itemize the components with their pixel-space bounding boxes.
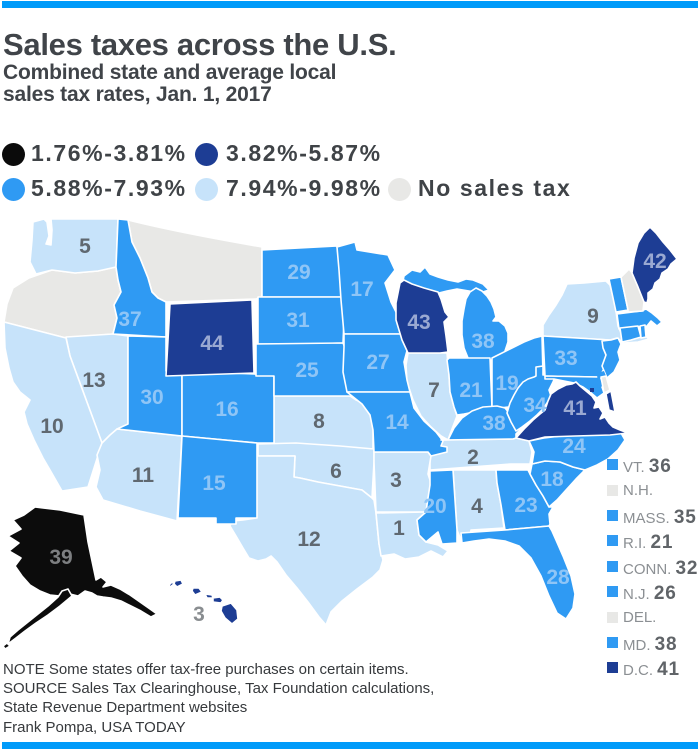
svg-text:28: 28 bbox=[546, 566, 570, 589]
svg-text:14: 14 bbox=[385, 411, 409, 434]
svg-text:7: 7 bbox=[428, 379, 440, 402]
svg-text:8: 8 bbox=[313, 410, 325, 433]
svg-text:38: 38 bbox=[471, 330, 495, 353]
svg-text:10: 10 bbox=[40, 415, 63, 438]
svg-text:27: 27 bbox=[366, 351, 389, 374]
svg-text:29: 29 bbox=[287, 261, 310, 284]
svg-text:23: 23 bbox=[514, 494, 537, 517]
svg-text:4: 4 bbox=[471, 495, 483, 518]
svg-text:39: 39 bbox=[49, 546, 72, 569]
svg-text:17: 17 bbox=[350, 278, 373, 301]
svg-text:6: 6 bbox=[330, 460, 342, 483]
svg-text:5: 5 bbox=[79, 235, 91, 258]
svg-text:3: 3 bbox=[390, 469, 402, 492]
svg-text:38: 38 bbox=[482, 412, 506, 435]
svg-text:24: 24 bbox=[562, 435, 586, 458]
svg-text:13: 13 bbox=[82, 369, 105, 392]
svg-text:34: 34 bbox=[523, 394, 547, 417]
svg-text:30: 30 bbox=[140, 386, 163, 409]
svg-text:12: 12 bbox=[297, 528, 320, 551]
svg-text:31: 31 bbox=[286, 309, 310, 332]
svg-text:33: 33 bbox=[554, 347, 577, 370]
svg-text:21: 21 bbox=[459, 379, 483, 402]
svg-text:42: 42 bbox=[643, 250, 666, 273]
svg-text:2: 2 bbox=[467, 446, 479, 469]
svg-text:1: 1 bbox=[393, 517, 405, 540]
svg-text:20: 20 bbox=[423, 495, 446, 518]
svg-text:16: 16 bbox=[215, 398, 238, 421]
svg-text:19: 19 bbox=[495, 372, 518, 395]
svg-text:44: 44 bbox=[200, 332, 224, 355]
svg-text:3: 3 bbox=[193, 603, 205, 626]
svg-text:9: 9 bbox=[587, 305, 599, 328]
svg-text:18: 18 bbox=[540, 468, 564, 491]
svg-text:11: 11 bbox=[132, 464, 155, 487]
svg-text:43: 43 bbox=[407, 311, 430, 334]
svg-text:25: 25 bbox=[295, 359, 319, 382]
svg-text:41: 41 bbox=[563, 397, 587, 420]
svg-text:37: 37 bbox=[118, 308, 141, 331]
svg-text:15: 15 bbox=[202, 472, 226, 495]
